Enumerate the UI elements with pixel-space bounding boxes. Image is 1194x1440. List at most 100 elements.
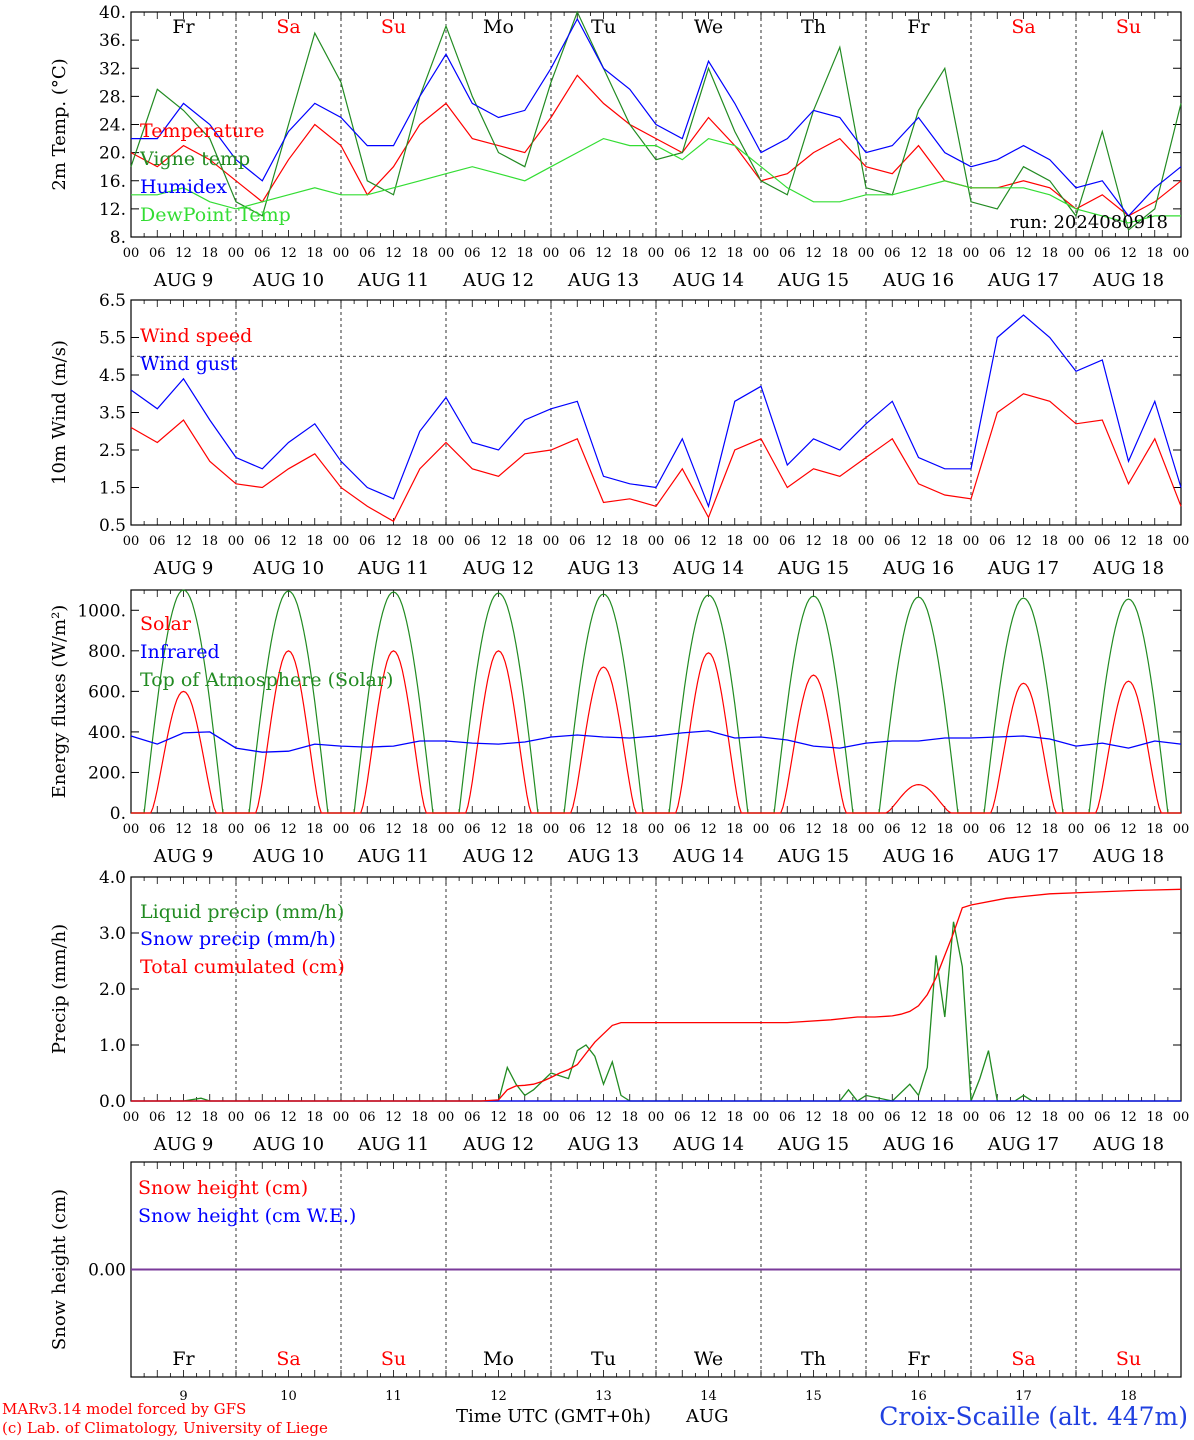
date-label: AUG 16 (882, 1134, 954, 1155)
hour-tick-label: 06 (1094, 1110, 1111, 1125)
bottom-day-of-week-label: Mo (483, 1348, 514, 1370)
panel-1-ytick-label: 4.5 (99, 366, 126, 386)
panel-2-legend-0: Solar (140, 613, 192, 635)
bottom-day-number: 14 (700, 1389, 717, 1404)
hour-tick-label: 00 (858, 822, 875, 837)
hour-tick-label: 06 (674, 246, 691, 261)
hour-tick-label: 12 (700, 534, 717, 549)
hour-tick-label: 12 (1015, 246, 1032, 261)
panel-2-ytick-label: 200. (88, 763, 126, 783)
bottom-day-of-week-label: Th (801, 1348, 826, 1370)
hour-tick-label: 12 (1120, 246, 1137, 261)
hour-tick-label: 18 (1146, 1110, 1163, 1125)
hour-tick-label: 06 (359, 534, 376, 549)
hour-tick-label: 18 (1146, 534, 1163, 549)
date-label: AUG 16 (882, 558, 954, 579)
hour-tick-label: 00 (228, 1110, 245, 1125)
hour-tick-label: 00 (963, 246, 980, 261)
panel-0-ytick-label: 12. (99, 200, 126, 220)
hour-tick-label: 18 (201, 822, 218, 837)
day-of-week-label: We (694, 16, 723, 38)
hour-tick-label: 18 (1041, 822, 1058, 837)
hour-tick-label: 12 (1015, 822, 1032, 837)
hour-tick-label: 00 (648, 246, 665, 261)
hour-tick-label: 06 (254, 534, 271, 549)
panel-3-ytick-label: 4.0 (99, 868, 126, 888)
hour-tick-label: 00 (753, 1110, 770, 1125)
hour-tick-label: 06 (674, 534, 691, 549)
hour-tick-label: 12 (385, 1110, 402, 1125)
panel-0-legend-2: Humidex (140, 176, 227, 198)
hour-tick-label: 06 (1094, 822, 1111, 837)
day-of-week-label: Sa (276, 16, 300, 38)
hour-tick-label: 12 (595, 246, 612, 261)
hour-tick-label: 00 (648, 534, 665, 549)
run-label: run: 2024080918 (1010, 212, 1168, 233)
precip-series-2-line (131, 888, 1182, 1102)
date-label: AUG 12 (462, 558, 534, 579)
hour-tick-label: 06 (1094, 246, 1111, 261)
hour-tick-label: 18 (726, 1110, 743, 1125)
hour-tick-label: 18 (306, 822, 323, 837)
hour-tick-label: 06 (464, 246, 481, 261)
hour-tick-label: 06 (149, 1110, 166, 1125)
bottom-day-of-week-label: Fr (907, 1348, 930, 1370)
day-of-week-label: Su (1116, 16, 1141, 38)
date-label: AUG 10 (252, 846, 324, 867)
date-label: AUG 12 (462, 270, 534, 291)
panel-1-ytick-label: 2.5 (99, 441, 126, 461)
hour-tick-label: 00 (1173, 246, 1190, 261)
bottom-day-number: 9 (179, 1389, 187, 1404)
hour-tick-label: 18 (936, 1110, 953, 1125)
hour-tick-label: 12 (700, 822, 717, 837)
hour-tick-label: 12 (490, 534, 507, 549)
hour-tick-label: 12 (805, 534, 822, 549)
hour-tick-label: 18 (306, 246, 323, 261)
panel-2-ytick-label: 400. (88, 723, 126, 743)
bottom-day-of-week-label: Sa (276, 1348, 300, 1370)
bottom-day-number: 16 (910, 1389, 927, 1404)
panel-4-ylabel: Snow height (cm) (49, 1189, 70, 1350)
hour-tick-label: 00 (1173, 822, 1190, 837)
hour-tick-label: 18 (306, 1110, 323, 1125)
date-label: AUG 9 (153, 1134, 214, 1155)
hour-tick-label: 00 (858, 534, 875, 549)
hour-tick-label: 06 (149, 534, 166, 549)
panel-0-ytick-label: 32. (99, 59, 126, 79)
hour-tick-label: 00 (543, 534, 560, 549)
hour-tick-label: 18 (621, 1110, 638, 1125)
hour-tick-label: 18 (1041, 1110, 1058, 1125)
hour-tick-label: 00 (1068, 246, 1085, 261)
hour-tick-label: 00 (858, 246, 875, 261)
hour-tick-label: 12 (1015, 534, 1032, 549)
hour-tick-label: 06 (569, 1110, 586, 1125)
hour-tick-label: 12 (280, 822, 297, 837)
hour-tick-label: 12 (490, 1110, 507, 1125)
hour-tick-label: 06 (569, 822, 586, 837)
hour-tick-label: 00 (123, 822, 140, 837)
hour-tick-label: 12 (805, 1110, 822, 1125)
panel-4-legend-0: Snow height (cm) (138, 1177, 308, 1199)
date-label: AUG 18 (1092, 558, 1164, 579)
panel-0-ytick-label: 24. (99, 116, 126, 136)
day-of-week-label: Mo (483, 16, 514, 38)
hour-tick-label: 00 (963, 822, 980, 837)
date-label: AUG 9 (153, 558, 214, 579)
hour-tick-label: 06 (254, 246, 271, 261)
hour-tick-label: 06 (254, 822, 271, 837)
panel-0-ytick-label: 36. (99, 31, 126, 51)
hour-tick-label: 12 (175, 534, 192, 549)
hour-tick-label: 06 (359, 1110, 376, 1125)
date-label: AUG 9 (153, 846, 214, 867)
bottom-day-of-week-label: Su (1116, 1348, 1141, 1370)
temp-series-3-line (131, 137, 1181, 224)
date-label: AUG 10 (252, 1134, 324, 1155)
hour-tick-label: 12 (805, 246, 822, 261)
hour-tick-label: 06 (149, 246, 166, 261)
hour-tick-label: 12 (385, 246, 402, 261)
bottom-day-number: 11 (385, 1389, 402, 1404)
bottom-day-number: 12 (490, 1389, 507, 1404)
hour-tick-label: 18 (831, 534, 848, 549)
hour-tick-label: 18 (831, 822, 848, 837)
hour-tick-label: 00 (228, 246, 245, 261)
